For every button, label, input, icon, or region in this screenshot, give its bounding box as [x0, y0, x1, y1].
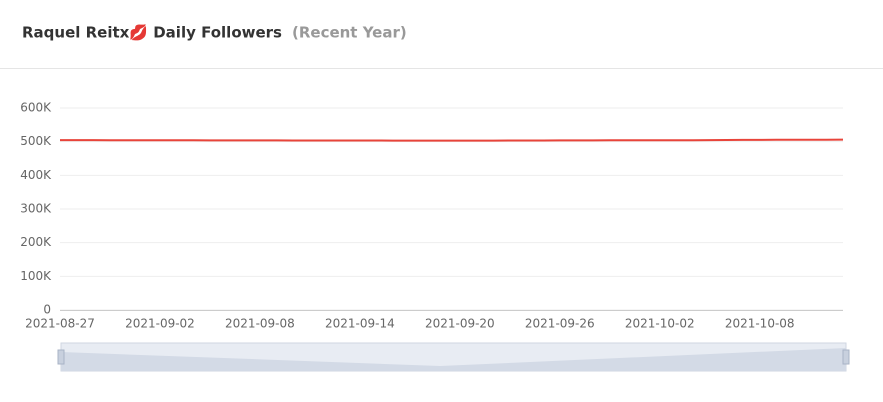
x-tick-label: 2021-09-26 [525, 317, 595, 331]
x-tick-label: 2021-10-08 [725, 317, 795, 331]
slider-handle[interactable] [842, 349, 850, 365]
x-tick-label: 2021-09-02 [125, 317, 195, 331]
y-tick-label: 400K [20, 168, 52, 182]
x-tick-label: 2021-09-14 [325, 317, 395, 331]
y-tick-label: 300K [20, 202, 52, 216]
x-tick-label: 2021-08-27 [25, 317, 95, 331]
x-tick-label: 2021-09-08 [225, 317, 295, 331]
x-tick-label: 2021-10-02 [625, 317, 695, 331]
x-tick-label: 2021-09-20 [425, 317, 495, 331]
chart-title: Raquel Reitx💋 Daily Followers [22, 24, 282, 42]
zoom-slider[interactable] [57, 342, 850, 372]
slider-preview [61, 348, 846, 371]
y-tick-label: 0 [43, 303, 51, 317]
slider-handle[interactable] [57, 349, 65, 365]
y-tick-label: 200K [20, 235, 52, 249]
chart-subtitle: (Recent Year) [292, 24, 407, 42]
y-tick-label: 600K [20, 101, 52, 115]
y-tick-label: 100K [20, 269, 52, 283]
data-line [60, 138, 844, 142]
y-tick-label: 500K [20, 134, 52, 148]
